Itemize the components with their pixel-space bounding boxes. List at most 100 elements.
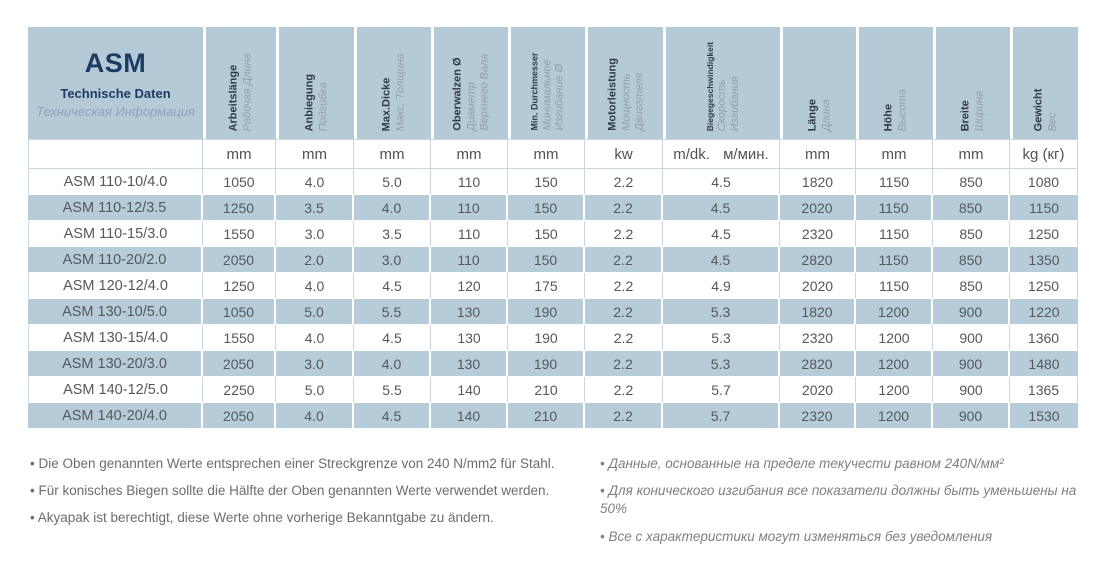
table-row: ASM 110-10/4.0 1050 4.0 5.0 110 150 2.2 4.5 1820… — [28, 169, 1078, 194]
value-cell: 1150 — [856, 194, 933, 221]
note-german: Für konisches Biegen sollte die Hälfte d… — [30, 482, 565, 500]
value-cell: 2.2 — [585, 246, 663, 273]
note-russian: Все с характеристики могут изменяться бе… — [600, 528, 1078, 546]
column-label-ru: Длина — [820, 98, 833, 131]
value-cell: 3.0 — [276, 221, 354, 246]
model-cell: ASM 110-10/4.0 — [28, 169, 203, 194]
value-cell: 2020 — [780, 377, 856, 402]
value-cell: 210 — [508, 377, 585, 402]
value-cell: 130 — [431, 325, 508, 350]
column-header-laenge: Länge Длина — [780, 27, 856, 139]
value-cell: 4.0 — [276, 325, 354, 350]
value-cell: 4.5 — [354, 402, 431, 429]
value-cell: 4.5 — [354, 325, 431, 350]
value-cell: 1250 — [203, 194, 276, 221]
value-cell: 4.0 — [276, 273, 354, 298]
table-row: ASM 120-12/4.0 1250 4.0 4.5 120 175 2.2 4.9 2020… — [28, 273, 1078, 298]
value-cell: 130 — [431, 298, 508, 325]
value-cell: 140 — [431, 402, 508, 429]
column-label-de: Max.Dicke — [380, 77, 393, 131]
value-cell: 2.2 — [585, 273, 663, 298]
value-cell: 1150 — [1010, 194, 1078, 221]
value-cell: 120 — [431, 273, 508, 298]
value-cell: 150 — [508, 194, 585, 221]
column-label-ru: Высота — [896, 88, 909, 131]
column-label-de: Breite — [959, 99, 972, 131]
model-cell: ASM 130-20/3.0 — [28, 350, 203, 377]
subtitle-german: Technische Daten — [60, 85, 171, 101]
value-cell: 190 — [508, 298, 585, 325]
value-cell: 850 — [933, 221, 1010, 246]
column-label-ru: Ширина — [973, 90, 986, 131]
note-german: Akyapak ist berechtigt, diese Werte ohne… — [30, 509, 565, 527]
table-row: ASM 130-15/4.0 1550 4.0 4.5 130 190 2.2 5.3 2320… — [28, 325, 1078, 350]
value-cell: 2820 — [780, 350, 856, 377]
column-label-de: Min. Durchmesser — [529, 52, 540, 131]
value-cell: 1250 — [1010, 221, 1078, 246]
value-cell: 5.5 — [354, 298, 431, 325]
model-cell: ASM 120-12/4.0 — [28, 273, 203, 298]
value-cell: 4.5 — [663, 194, 780, 221]
column-label-de: Biegegeschwindigkeit — [704, 41, 715, 131]
column-header-min-durchmesser: Min. Durchmesser Минимальное Изгибание Ø — [508, 27, 585, 139]
column-header-anbiegung: Anbiegung Подгибка — [276, 27, 354, 139]
value-cell: 900 — [933, 402, 1010, 429]
table-row: ASM 140-20/4.0 2050 4.0 4.5 140 210 2.2 5.7 2320… — [28, 402, 1078, 429]
model-cell: ASM 130-15/4.0 — [28, 325, 203, 350]
unit-cell: kg (кг) — [1010, 139, 1078, 169]
value-cell: 1530 — [1010, 402, 1078, 429]
column-header-oberwalzen: Oberwalzen Ø Диаметр Верхнего Вала — [431, 27, 508, 139]
value-cell: 1360 — [1010, 325, 1078, 350]
value-cell: 150 — [508, 246, 585, 273]
notes-german: Die Oben genannten Werte entsprechen ein… — [30, 455, 565, 555]
value-cell: 1350 — [1010, 246, 1078, 273]
value-cell: 850 — [933, 169, 1010, 194]
value-cell: 4.0 — [354, 194, 431, 221]
value-cell: 4.0 — [276, 402, 354, 429]
column-label-de: Länge — [806, 98, 819, 131]
value-cell: 2020 — [780, 273, 856, 298]
column-label-de: Anbiegung — [303, 73, 316, 131]
value-cell: 190 — [508, 350, 585, 377]
value-cell: 2.0 — [276, 246, 354, 273]
column-header-arbeitslaenge: Arbeitslänge Рабочая Длина — [203, 27, 276, 139]
value-cell: 3.0 — [354, 246, 431, 273]
header-row: ASM Technische Daten Техническая Информа… — [28, 27, 1078, 139]
model-cell: ASM 140-12/5.0 — [28, 377, 203, 402]
value-cell: 1050 — [203, 298, 276, 325]
column-label-de: Motorleistung — [605, 58, 618, 131]
value-cell: 1150 — [856, 169, 933, 194]
value-cell: 1200 — [856, 298, 933, 325]
table-row: ASM 110-12/3.5 1250 3.5 4.0 110 150 2.2 4.5 2020… — [28, 194, 1078, 221]
value-cell: 140 — [431, 377, 508, 402]
unit-cell: mm — [856, 139, 933, 169]
table-row: ASM 110-15/3.0 1550 3.0 3.5 110 150 2.2 4.5 2320… — [28, 221, 1078, 246]
asm-spec-table: ASM Technische Daten Техническая Информа… — [28, 27, 1078, 429]
value-cell: 110 — [431, 246, 508, 273]
unit-cell: mm — [203, 139, 276, 169]
unit-cell: m/dk. м/мин. — [663, 139, 780, 169]
value-cell: 2.2 — [585, 221, 663, 246]
value-cell: 1050 — [203, 169, 276, 194]
value-cell: 5.7 — [663, 402, 780, 429]
subtitle-russian: Техническая Информация — [36, 103, 195, 119]
value-cell: 4.0 — [354, 350, 431, 377]
value-cell: 850 — [933, 273, 1010, 298]
unit-cell: mm — [508, 139, 585, 169]
value-cell: 4.0 — [276, 169, 354, 194]
value-cell: 2050 — [203, 402, 276, 429]
value-cell: 2.2 — [585, 194, 663, 221]
column-header-max-dicke: Max.Dicke Макс. Толщина — [354, 27, 431, 139]
value-cell: 3.5 — [276, 194, 354, 221]
value-cell: 1200 — [856, 377, 933, 402]
column-label-ru: Мощность Двигателя — [619, 72, 645, 131]
value-cell: 2050 — [203, 350, 276, 377]
value-cell: 1200 — [856, 350, 933, 377]
model-cell: ASM 110-20/2.0 — [28, 246, 203, 273]
series-title: ASM — [84, 48, 147, 79]
model-cell: ASM 140-20/4.0 — [28, 402, 203, 429]
value-cell: 2020 — [780, 194, 856, 221]
unit-cell: kw — [585, 139, 663, 169]
table-title-cell: ASM Technische Daten Техническая Информа… — [28, 27, 203, 139]
